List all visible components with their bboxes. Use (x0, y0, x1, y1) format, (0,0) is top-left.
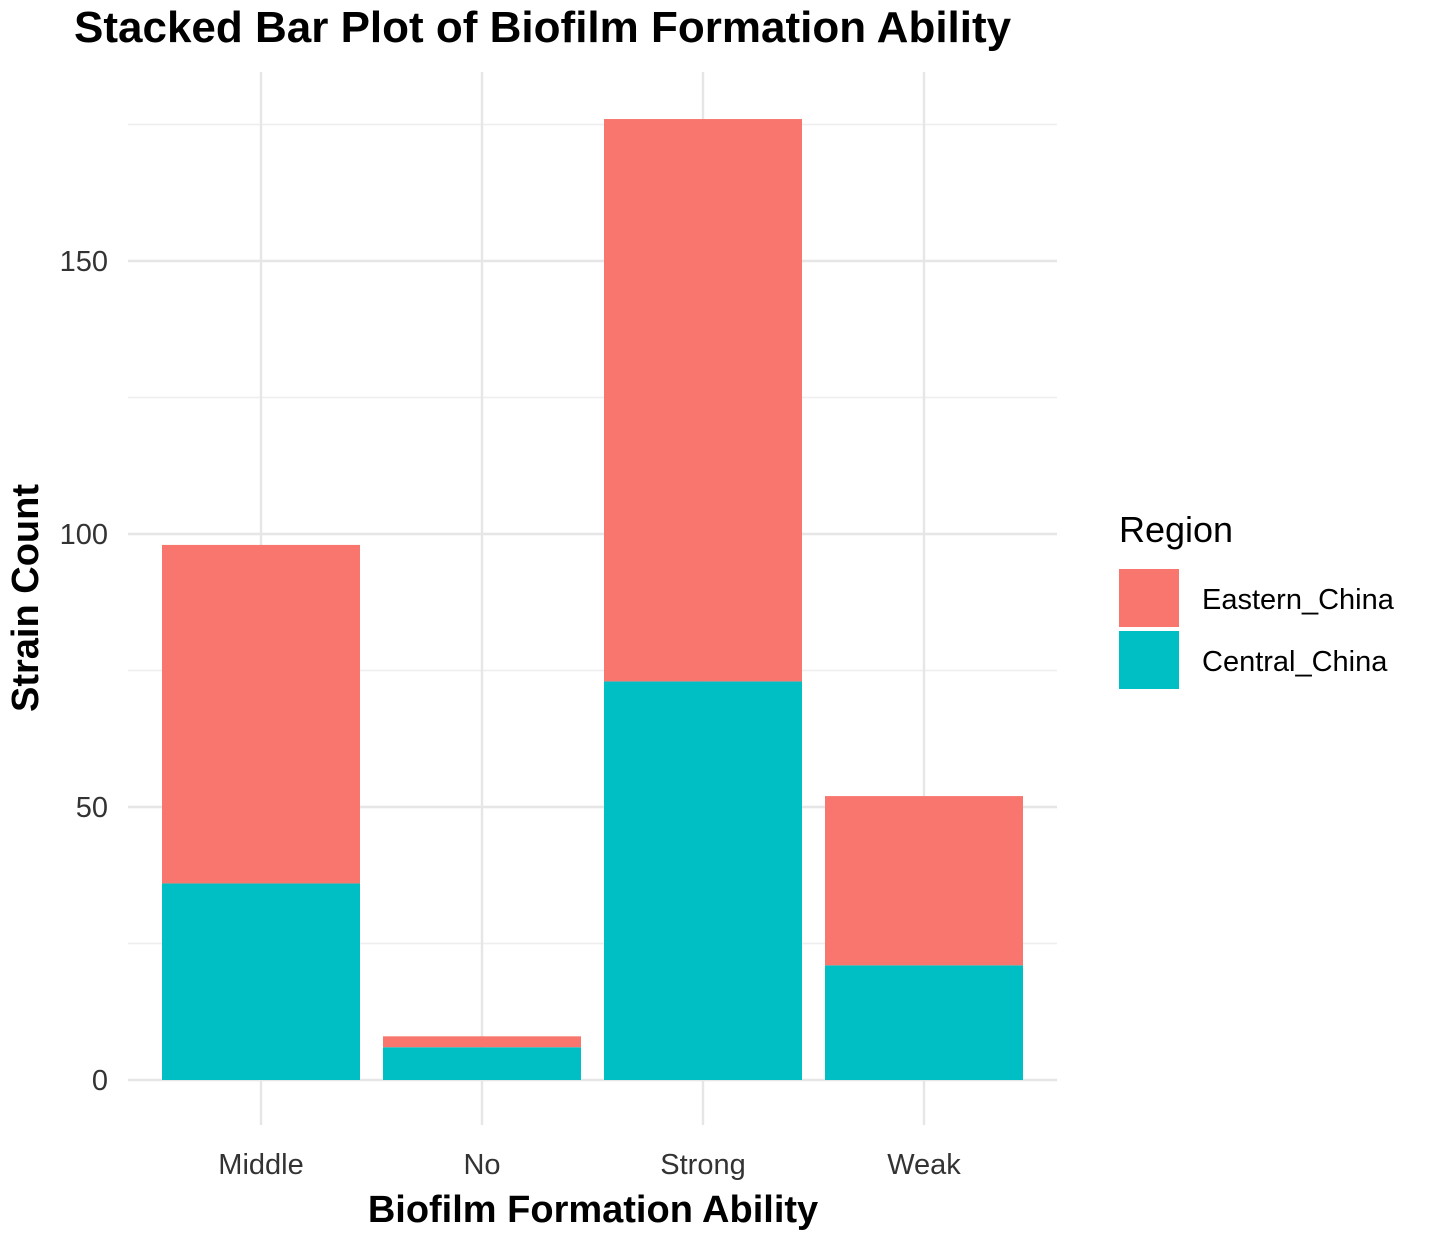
legend-swatch (1119, 631, 1179, 689)
bar-segment (383, 1047, 581, 1080)
bar-segment (604, 681, 802, 1080)
bar-segment (604, 119, 802, 682)
bar-segment (162, 883, 360, 1080)
x-tick-label: Strong (660, 1149, 745, 1181)
y-axis-title: Strain Count (5, 484, 47, 712)
bar-segment (383, 1036, 581, 1048)
x-tick-label: Middle (218, 1149, 303, 1181)
y-tick-label: 50 (76, 792, 108, 824)
x-tick-label: No (463, 1149, 500, 1181)
x-axis-ticks: Middle No Strong Weak (218, 1149, 961, 1181)
bar-segment (162, 544, 360, 884)
y-tick-label: 150 (60, 246, 108, 278)
legend-title: Region (1119, 509, 1233, 550)
y-axis-ticks: 0 50 100 150 (60, 246, 108, 1097)
legend-label: Eastern_China (1202, 584, 1395, 616)
chart-title: Stacked Bar Plot of Biofilm Formation Ab… (74, 3, 1012, 52)
y-tick-label: 0 (92, 1065, 108, 1097)
legend-label: Central_China (1202, 646, 1388, 678)
legend: Region Eastern_China Central_China (1119, 509, 1395, 689)
legend-swatch (1119, 569, 1179, 627)
x-tick-label: Weak (887, 1149, 961, 1181)
y-tick-label: 100 (60, 519, 108, 551)
bars (162, 119, 1023, 1080)
bar-segment (825, 965, 1023, 1080)
bar-segment (825, 796, 1023, 966)
x-axis-title: Biofilm Formation Ability (368, 1189, 818, 1231)
